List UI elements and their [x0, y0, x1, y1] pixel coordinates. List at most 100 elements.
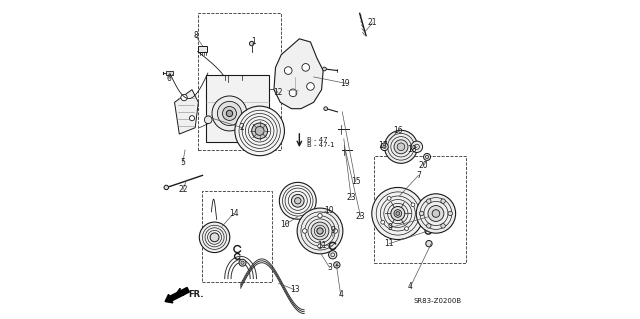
Circle shape [223, 107, 236, 121]
Text: 20: 20 [419, 161, 428, 170]
Circle shape [394, 210, 402, 217]
Text: 6: 6 [166, 74, 172, 83]
Circle shape [218, 101, 241, 125]
Text: 12: 12 [273, 88, 283, 97]
Circle shape [302, 63, 310, 71]
Text: 14: 14 [228, 209, 239, 218]
Circle shape [250, 41, 254, 46]
Text: 13: 13 [290, 285, 300, 294]
Circle shape [318, 213, 322, 218]
Text: 15: 15 [351, 177, 360, 186]
Text: 4: 4 [338, 290, 343, 299]
Circle shape [424, 212, 432, 221]
Circle shape [311, 222, 329, 240]
Circle shape [411, 203, 415, 207]
Circle shape [235, 106, 284, 156]
Text: SR83-Z0200B: SR83-Z0200B [413, 298, 461, 304]
Bar [205, 75, 269, 142]
Bar [166, 70, 173, 75]
Circle shape [397, 143, 405, 151]
Circle shape [297, 208, 343, 254]
Circle shape [385, 130, 417, 163]
Circle shape [426, 199, 431, 203]
Text: 7: 7 [416, 171, 421, 180]
Circle shape [289, 89, 297, 97]
Text: 5: 5 [180, 158, 185, 167]
Circle shape [212, 96, 247, 131]
Text: FR.: FR. [188, 290, 204, 299]
Bar [198, 13, 281, 150]
FancyArrow shape [165, 287, 189, 303]
Text: 9: 9 [331, 226, 336, 235]
Text: 3: 3 [327, 263, 332, 272]
Circle shape [307, 83, 314, 90]
Bar [198, 47, 207, 52]
Circle shape [279, 182, 316, 219]
Circle shape [252, 123, 268, 139]
Text: B - 47: B - 47 [307, 137, 327, 144]
Circle shape [426, 224, 431, 228]
Circle shape [317, 228, 323, 234]
Circle shape [291, 195, 304, 207]
Bar [202, 191, 273, 282]
Text: 11: 11 [385, 239, 394, 248]
Circle shape [333, 262, 340, 268]
Circle shape [210, 233, 219, 242]
Circle shape [426, 241, 432, 247]
Text: 8: 8 [193, 31, 198, 40]
Circle shape [294, 197, 301, 204]
Text: 19: 19 [340, 79, 350, 88]
Circle shape [381, 143, 388, 151]
Text: 23: 23 [346, 193, 356, 202]
Polygon shape [175, 90, 198, 134]
Circle shape [239, 259, 246, 266]
Circle shape [204, 116, 212, 123]
Text: 1: 1 [251, 38, 255, 47]
Polygon shape [274, 39, 323, 109]
Circle shape [448, 211, 452, 216]
Circle shape [284, 67, 292, 74]
Circle shape [241, 261, 244, 264]
Circle shape [387, 197, 391, 200]
Text: B - 47-1: B - 47-1 [307, 142, 334, 148]
Circle shape [419, 211, 424, 216]
Text: 11: 11 [317, 241, 326, 250]
Circle shape [428, 205, 444, 221]
Text: 4: 4 [408, 282, 413, 291]
Circle shape [333, 229, 337, 233]
Circle shape [411, 141, 422, 152]
Circle shape [181, 94, 188, 101]
Circle shape [324, 107, 328, 111]
Circle shape [424, 153, 431, 160]
Circle shape [323, 67, 326, 71]
Text: 9: 9 [387, 223, 392, 232]
Circle shape [303, 229, 307, 233]
Bar [374, 156, 466, 263]
Text: 21: 21 [367, 19, 377, 27]
Circle shape [404, 227, 408, 231]
Text: 22: 22 [178, 185, 188, 194]
Text: 23: 23 [356, 212, 365, 221]
Text: 16: 16 [393, 126, 403, 135]
Circle shape [372, 188, 424, 240]
Circle shape [381, 220, 385, 224]
Circle shape [416, 194, 456, 233]
Text: 18: 18 [407, 145, 417, 154]
Bar [276, 86, 285, 93]
Circle shape [255, 126, 264, 135]
Circle shape [199, 222, 230, 253]
Circle shape [396, 211, 400, 215]
Circle shape [328, 251, 337, 259]
Circle shape [394, 140, 408, 154]
Text: 10: 10 [280, 220, 290, 229]
Circle shape [441, 224, 445, 228]
Circle shape [227, 110, 233, 117]
Text: 17: 17 [378, 141, 388, 150]
Circle shape [318, 244, 322, 249]
Circle shape [432, 210, 440, 217]
Circle shape [391, 206, 405, 220]
Circle shape [441, 199, 445, 203]
Circle shape [189, 116, 195, 121]
Circle shape [164, 185, 168, 190]
Text: 10: 10 [324, 206, 333, 215]
